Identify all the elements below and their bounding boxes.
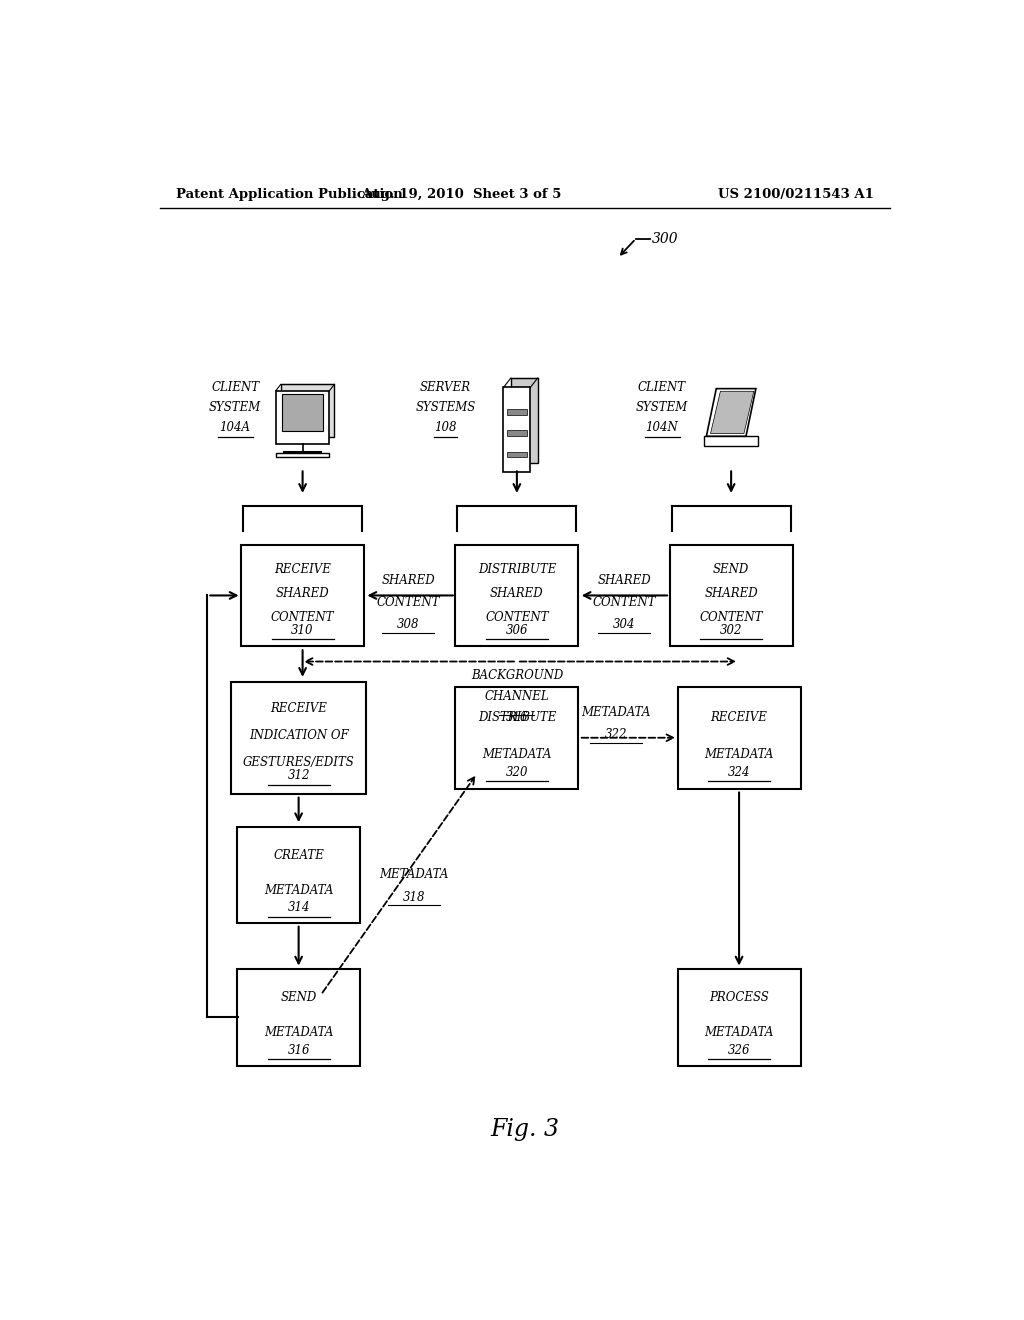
Text: METADATA: METADATA — [264, 884, 333, 896]
Bar — [504, 388, 530, 473]
Text: SYSTEM: SYSTEM — [209, 401, 261, 414]
Text: US 2100/0211543 A1: US 2100/0211543 A1 — [718, 189, 873, 202]
Bar — [705, 436, 758, 446]
Text: 308: 308 — [397, 619, 420, 631]
Text: CONTENT: CONTENT — [592, 597, 655, 609]
Bar — [275, 391, 330, 444]
Text: SHARED: SHARED — [490, 587, 544, 599]
Text: 104A: 104A — [219, 421, 251, 434]
Text: 320: 320 — [506, 766, 528, 779]
Text: Fig. 3: Fig. 3 — [490, 1118, 559, 1140]
Polygon shape — [711, 391, 754, 433]
Bar — [456, 686, 579, 788]
Text: DISTRIBUTE: DISTRIBUTE — [477, 711, 556, 723]
Text: Aug. 19, 2010  Sheet 3 of 5: Aug. 19, 2010 Sheet 3 of 5 — [361, 189, 561, 202]
Text: BACKGROUND: BACKGROUND — [471, 669, 563, 681]
Bar — [283, 395, 323, 432]
Text: CONTENT: CONTENT — [377, 597, 440, 609]
Text: 312: 312 — [288, 770, 310, 783]
Text: 316: 316 — [288, 1044, 310, 1056]
Text: CHANNEL: CHANNEL — [484, 690, 549, 704]
Text: 108: 108 — [434, 421, 457, 434]
Text: 318: 318 — [402, 891, 425, 904]
Bar — [241, 545, 365, 647]
Text: 314: 314 — [288, 902, 310, 915]
Bar — [238, 826, 360, 923]
Text: SYSTEM: SYSTEM — [635, 401, 687, 414]
Text: SHARED: SHARED — [275, 587, 330, 599]
Polygon shape — [707, 388, 756, 436]
Text: 302: 302 — [720, 623, 742, 636]
Bar — [678, 686, 801, 788]
Text: SYSTEMS: SYSTEMS — [416, 401, 475, 414]
Text: 316: 316 — [506, 711, 528, 725]
Text: METADATA: METADATA — [582, 706, 650, 719]
Text: 326: 326 — [728, 1044, 751, 1056]
Text: SHARED: SHARED — [705, 587, 758, 599]
Text: 300: 300 — [652, 232, 679, 246]
Text: METADATA: METADATA — [705, 1026, 774, 1039]
Text: SEND: SEND — [281, 991, 316, 1005]
Text: METADATA: METADATA — [379, 869, 449, 882]
Text: CONTENT: CONTENT — [270, 611, 335, 624]
Bar — [511, 378, 538, 462]
Text: CREATE: CREATE — [273, 849, 324, 862]
Text: RECEIVE: RECEIVE — [711, 711, 768, 723]
Bar — [678, 969, 801, 1065]
Text: CLIENT: CLIENT — [211, 380, 259, 393]
Bar — [231, 682, 367, 793]
Bar — [238, 969, 360, 1065]
Bar — [507, 409, 527, 414]
Text: 306: 306 — [506, 623, 528, 636]
Text: 104N: 104N — [645, 421, 678, 434]
Text: METADATA: METADATA — [482, 747, 552, 760]
Text: CONTENT: CONTENT — [485, 611, 549, 624]
Text: METADATA: METADATA — [705, 747, 774, 760]
Text: 322: 322 — [605, 729, 628, 742]
Text: METADATA: METADATA — [264, 1026, 333, 1039]
Text: GESTURES/EDITS: GESTURES/EDITS — [243, 756, 354, 768]
Text: INDICATION OF: INDICATION OF — [249, 729, 348, 742]
Text: 304: 304 — [612, 619, 635, 631]
Bar — [507, 430, 527, 436]
Text: CONTENT: CONTENT — [699, 611, 763, 624]
Bar — [275, 453, 330, 457]
Text: 310: 310 — [292, 623, 313, 636]
Bar — [507, 451, 527, 457]
Text: 324: 324 — [728, 766, 751, 779]
Text: PROCESS: PROCESS — [710, 991, 769, 1005]
Bar — [670, 545, 793, 647]
Bar — [456, 545, 579, 647]
Bar — [281, 384, 335, 437]
Text: Patent Application Publication: Patent Application Publication — [176, 189, 402, 202]
Text: RECEIVE: RECEIVE — [274, 562, 331, 576]
Text: RECEIVE: RECEIVE — [270, 702, 327, 715]
Text: CLIENT: CLIENT — [637, 380, 685, 393]
Text: DISTRIBUTE: DISTRIBUTE — [477, 562, 556, 576]
Text: SEND: SEND — [713, 562, 750, 576]
Text: SERVER: SERVER — [420, 380, 471, 393]
Text: SHARED: SHARED — [597, 574, 651, 586]
Text: SHARED: SHARED — [381, 574, 435, 586]
